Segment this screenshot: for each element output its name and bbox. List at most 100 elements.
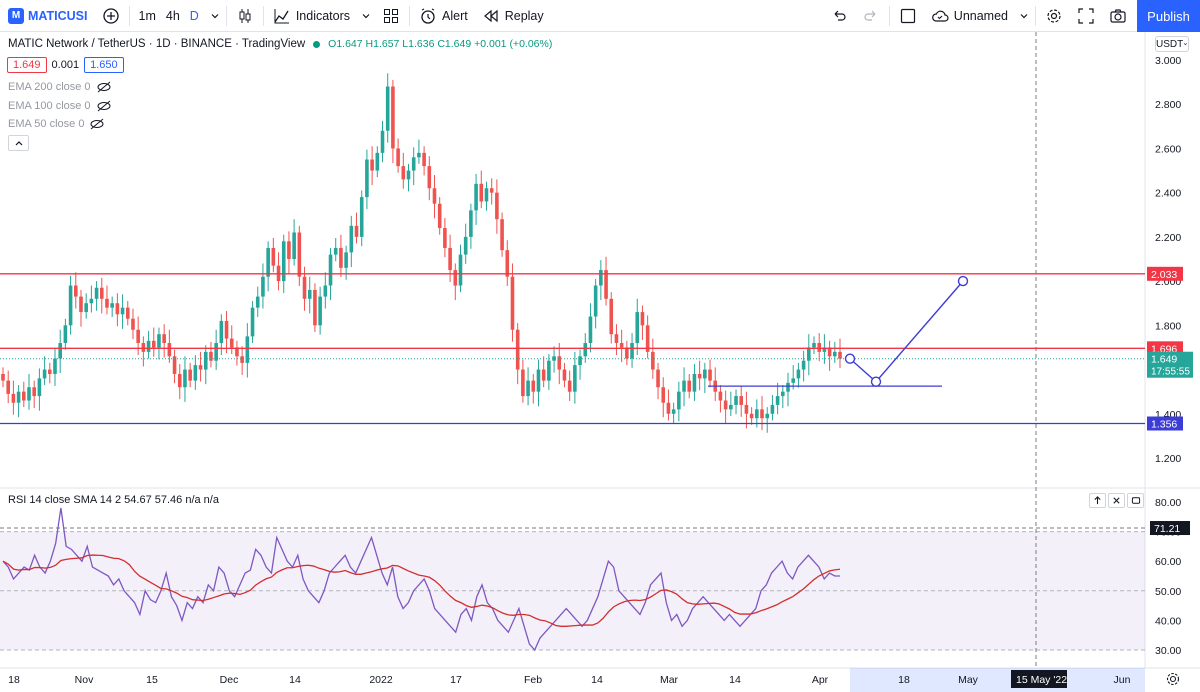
- timeframe-d[interactable]: D: [183, 0, 206, 32]
- toolbar-separator: [888, 5, 890, 26]
- candle-body: [505, 250, 510, 277]
- candle-body: [593, 285, 598, 317]
- alert-button[interactable]: Alert: [412, 0, 475, 32]
- eye-hidden-icon[interactable]: [90, 118, 104, 130]
- collapse-legend-button[interactable]: [8, 135, 29, 151]
- candle-body: [619, 343, 624, 348]
- ask-price[interactable]: 1.650: [84, 57, 124, 73]
- level-price-label: 2.033: [1151, 269, 1177, 281]
- candle-body: [692, 373, 697, 392]
- rsi-tick-label: 30.00: [1155, 645, 1181, 657]
- rsi-tick-label: 60.00: [1155, 556, 1181, 568]
- bid-price[interactable]: 1.649: [7, 57, 47, 73]
- layout-name-label: Unnamed: [953, 8, 1008, 23]
- chart-area[interactable]: 3.0002.8002.6002.4002.2002.0001.8001.600…: [0, 32, 1200, 692]
- replay-button[interactable]: Replay: [475, 0, 551, 32]
- candle-body: [328, 254, 333, 286]
- price-tick-label: 2.600: [1155, 143, 1181, 155]
- candle-body: [510, 276, 515, 330]
- chevron-up-icon: [15, 141, 22, 146]
- move-pane-up-button[interactable]: [1089, 493, 1106, 508]
- countdown-label: 17:55:55: [1151, 367, 1190, 378]
- candle-body: [640, 312, 645, 326]
- rsi-line: [2, 507, 840, 652]
- candle-body: [801, 360, 806, 370]
- candle-body: [68, 285, 73, 326]
- compare-button[interactable]: [95, 0, 127, 32]
- time-crosshair-tag: [1011, 670, 1067, 688]
- projection-point: [957, 275, 969, 287]
- settings-button[interactable]: [1038, 0, 1070, 32]
- time-crosshair-label: 15 May '22: [1016, 674, 1067, 686]
- candle-body: [609, 298, 614, 335]
- price-tick-label: 1.800: [1155, 320, 1181, 332]
- axis-settings-icon[interactable]: [1166, 672, 1180, 686]
- candle-body: [287, 241, 291, 259]
- candle-body: [708, 369, 712, 381]
- candle-body: [583, 343, 588, 357]
- symbol-search[interactable]: M MATICUSI: [0, 0, 95, 32]
- candle-body: [385, 86, 390, 131]
- indicators-label: Indicators: [295, 8, 351, 23]
- templates-button[interactable]: [375, 0, 407, 32]
- candle-body: [302, 276, 307, 299]
- candle-body: [682, 380, 686, 392]
- candle-body: [58, 343, 62, 359]
- indicator-ema50[interactable]: EMA 50 close 0: [8, 118, 104, 130]
- indicators-dropdown[interactable]: [357, 0, 375, 32]
- candle-body: [515, 329, 520, 370]
- candle-body: [406, 170, 411, 180]
- candle-body: [671, 409, 676, 414]
- candle-body: [786, 382, 790, 392]
- fullscreen-select-button[interactable]: [892, 0, 924, 32]
- ohlc-values: O1.647 H1.657 L1.636 C1.649 +0.001 (+0.0…: [328, 38, 553, 50]
- publish-button[interactable]: Publish: [1137, 0, 1200, 32]
- candle-body: [167, 343, 172, 357]
- chart-type-button[interactable]: [229, 0, 261, 32]
- candle-body: [245, 336, 250, 363]
- symbol-title[interactable]: MATIC Network / TetherUS · 1D · BINANCE …: [8, 38, 306, 50]
- rsi-tick-label: 80.00: [1155, 497, 1181, 509]
- candle-body: [718, 391, 723, 401]
- ema200-label: EMA 200 close 0: [8, 81, 91, 93]
- candle-body: [567, 380, 572, 392]
- snapshot-button[interactable]: [1102, 0, 1134, 32]
- eye-hidden-icon[interactable]: [97, 81, 111, 93]
- timeframe-dropdown[interactable]: [206, 0, 224, 32]
- rsi-legend[interactable]: RSI 14 close SMA 14 2 54.67 57.46 n/a n/…: [8, 494, 219, 506]
- indicators-button[interactable]: Indicators: [266, 0, 357, 32]
- rsi-ma-line: [2, 554, 841, 627]
- undo-button[interactable]: [823, 0, 855, 32]
- timeframe-1m[interactable]: 1m: [132, 0, 163, 32]
- candle-body: [266, 247, 270, 277]
- level-price-label: 1.356: [1151, 419, 1177, 431]
- candle-body: [146, 340, 151, 352]
- chart-canvas[interactable]: 3.0002.8002.6002.4002.2002.0001.8001.600…: [0, 32, 1200, 692]
- candle-body: [141, 343, 146, 352]
- candle-body: [697, 373, 702, 379]
- maximize-pane-button[interactable]: [1108, 493, 1125, 508]
- fullscreen-button[interactable]: [1070, 0, 1102, 32]
- indicator-ema200[interactable]: EMA 200 close 0: [8, 81, 111, 93]
- top-toolbar: M MATICUSI 1m 4h D Indicators Alert Repl…: [0, 0, 1200, 32]
- layout-dropdown[interactable]: [1015, 0, 1033, 32]
- price-tick-label: 2.800: [1155, 99, 1181, 111]
- layout-name-button[interactable]: Unnamed: [924, 0, 1015, 32]
- candle-body: [99, 287, 104, 299]
- candle-body: [812, 343, 816, 348]
- indicator-ema100[interactable]: EMA 100 close 0: [8, 100, 111, 112]
- eye-hidden-icon[interactable]: [97, 100, 111, 112]
- candle-body: [157, 334, 161, 348]
- candle-body: [177, 373, 182, 388]
- candle-body: [739, 396, 744, 405]
- pane-layout-button[interactable]: [1127, 493, 1144, 508]
- redo-button[interactable]: [855, 0, 887, 32]
- candle-body: [687, 380, 692, 392]
- currency-selector[interactable]: USDT: [1155, 36, 1189, 52]
- candle-body: [365, 159, 369, 198]
- replay-label: Replay: [504, 8, 544, 23]
- candle-body: [53, 358, 57, 374]
- alert-label: Alert: [442, 8, 468, 23]
- timeframe-4h[interactable]: 4h: [163, 0, 183, 32]
- toolbar-separator: [128, 5, 130, 26]
